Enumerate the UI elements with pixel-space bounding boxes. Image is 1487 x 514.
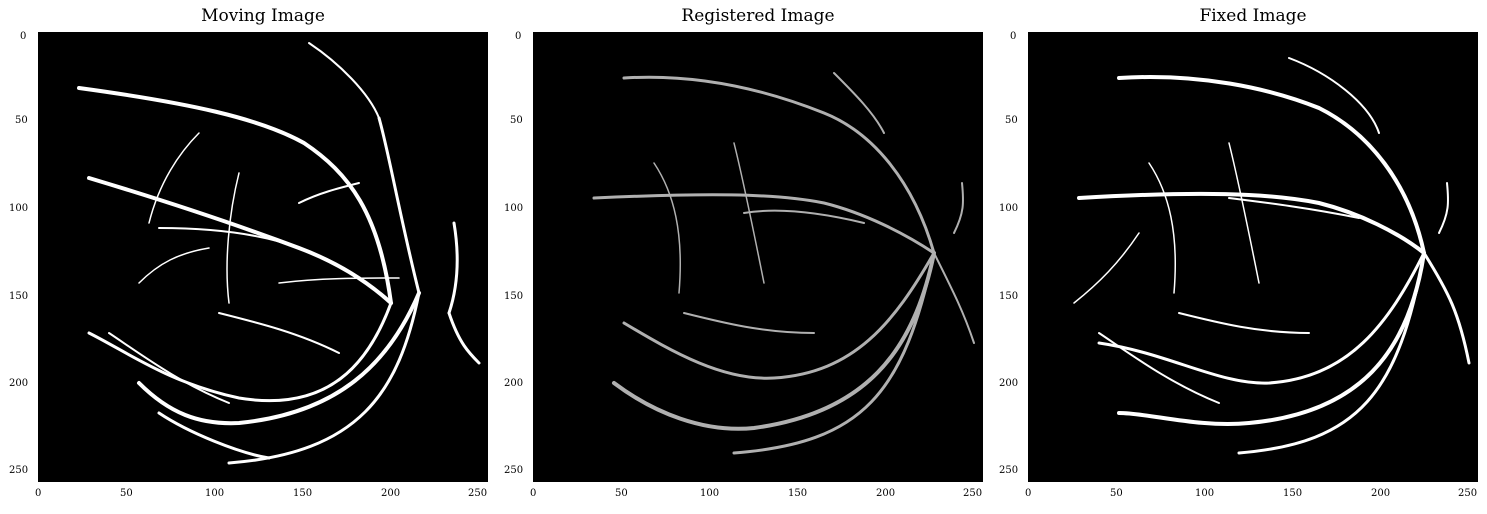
x-tick-label: 150	[788, 488, 808, 499]
x-tick-label: 0	[530, 488, 537, 499]
registered-image-canvas	[533, 32, 983, 482]
y-tick-label: 50	[1005, 115, 1018, 126]
y-tick-label: 100	[9, 203, 29, 214]
x-tick-label: 0	[1025, 488, 1032, 499]
y-tick-label: 50	[510, 115, 523, 126]
x-tick-label: 200	[876, 488, 896, 499]
x-tick-label: 100	[205, 488, 225, 499]
x-tick-label: 200	[381, 488, 401, 499]
x-tick-label: 50	[1110, 488, 1123, 499]
y-tick-label: 200	[999, 378, 1019, 389]
y-tick-label: 100	[504, 203, 524, 214]
retina-vessel-map	[1073, 57, 1471, 455]
panel-title: Fixed Image	[1199, 6, 1307, 26]
y-tick-label: 150	[999, 291, 1019, 302]
y-tick-label: 150	[9, 291, 29, 302]
retina-vessel-map	[592, 72, 975, 455]
x-tick-label: 0	[35, 488, 42, 499]
retina-vessel-map	[77, 42, 481, 465]
panel-title: Moving Image	[201, 6, 325, 26]
y-tick-label: 100	[999, 203, 1019, 214]
x-tick-label: 250	[963, 488, 983, 499]
x-tick-label: 150	[293, 488, 313, 499]
y-tick-label: 200	[504, 378, 524, 389]
y-tick-label: 150	[504, 291, 524, 302]
x-tick-label: 50	[615, 488, 628, 499]
x-tick-label: 100	[700, 488, 720, 499]
y-tick-label: 250	[999, 465, 1019, 476]
y-tick-label: 250	[504, 465, 524, 476]
x-tick-label: 250	[468, 488, 488, 499]
panel-moving-image: Moving Image	[0, 0, 495, 514]
y-tick-label: 0	[20, 31, 27, 42]
panel-registered-image: Registered Image 0 50 100 150 200 250 0 …	[495, 0, 990, 514]
x-tick-label: 100	[1195, 488, 1215, 499]
x-tick-label: 150	[1283, 488, 1303, 499]
y-tick-label: 50	[15, 115, 28, 126]
x-tick-label: 250	[1458, 488, 1478, 499]
y-tick-label: 0	[515, 31, 522, 42]
fixed-image-canvas	[1028, 32, 1478, 482]
panel-title: Registered Image	[681, 6, 835, 26]
x-tick-label: 200	[1371, 488, 1391, 499]
y-tick-label: 200	[9, 378, 29, 389]
panel-fixed-image: Fixed Image 0 50 100 150 200 250	[990, 0, 1485, 514]
moving-image-canvas	[38, 32, 488, 482]
x-tick-label: 50	[120, 488, 133, 499]
y-tick-label: 250	[9, 465, 29, 476]
y-tick-label: 0	[1010, 31, 1017, 42]
